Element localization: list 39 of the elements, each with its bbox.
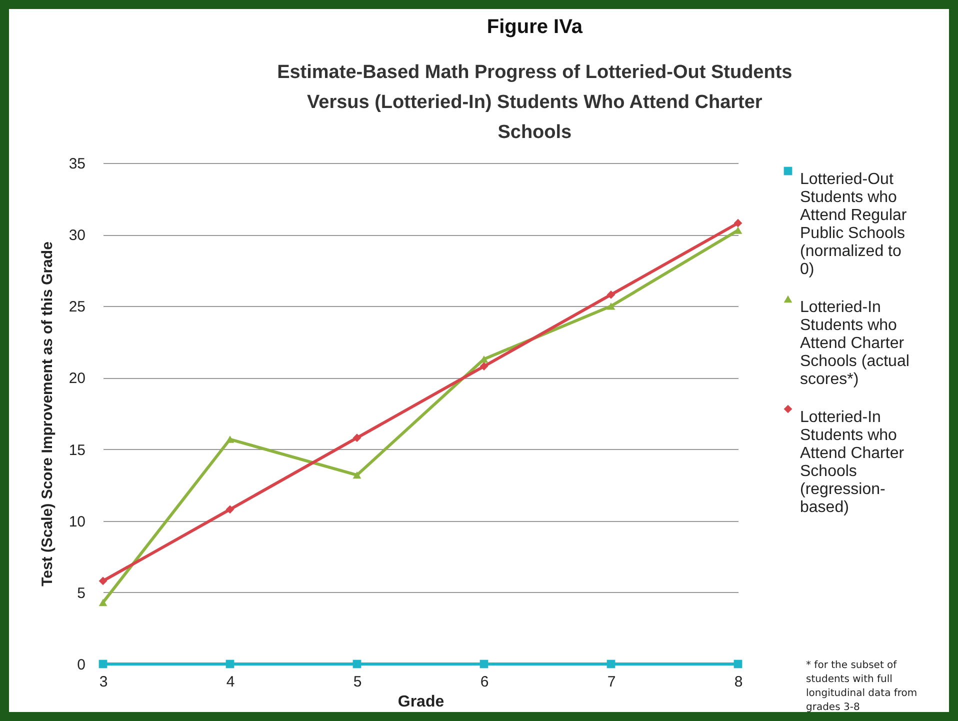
- point: [352, 660, 362, 668]
- point: [352, 434, 362, 442]
- point: [98, 576, 108, 586]
- point: [606, 290, 616, 299]
- point: [98, 660, 108, 668]
- point: [734, 218, 742, 228]
- x-tick-label: 8: [734, 674, 743, 690]
- x-tick-label: 5: [353, 674, 362, 690]
- legend-label: Lotteried-In Students who Attend Charter Schools (actual scores*): [800, 299, 910, 388]
- y-tick-label: 5: [77, 584, 86, 602]
- point: [226, 505, 234, 514]
- y-tick-label: 15: [68, 442, 86, 459]
- y-tick-label: 0: [77, 656, 86, 674]
- y-tick-label: 30: [68, 227, 86, 244]
- y-tick-label: 35: [68, 156, 86, 172]
- y-tick-label: 10: [68, 513, 86, 530]
- point: [480, 660, 488, 668]
- y-axis-title: Test (Scale) Score Improvement as of this Grade: [38, 242, 56, 586]
- point: [606, 302, 616, 310]
- point: [734, 660, 742, 668]
- y-tick-label: 20: [68, 370, 86, 388]
- x-tick-label: 6: [480, 674, 489, 690]
- chart-title: Figure IVa: [486, 16, 584, 38]
- y-tick-label: 25: [68, 298, 86, 316]
- point: [606, 660, 616, 668]
- point: [226, 436, 234, 443]
- point: [226, 660, 234, 668]
- x-axis-title: Grade: [398, 694, 444, 710]
- legend-label: Lotteried-Out Students who Attend Regular Public Schools (normalized to 0): [800, 171, 908, 278]
- point: [98, 598, 108, 606]
- x-tick-label: 7: [607, 674, 616, 690]
- chart-subtitle: Estimate-Based Math Progress of Lotteried-Out Students Versus (Lotteried-In) Students Who Attend Charter Schools: [277, 62, 792, 143]
- point: [480, 362, 488, 370]
- x-tick-label: 3: [99, 674, 108, 690]
- legend-label: Lotteried-In Students who Attend Charter Schools (regression-based): [800, 409, 905, 516]
- point: [352, 471, 362, 479]
- x-tick-label: 4: [226, 674, 235, 690]
- point: [734, 226, 742, 234]
- text: * for the subset of students with full longitudinal data from grades 3-8: [806, 659, 918, 715]
